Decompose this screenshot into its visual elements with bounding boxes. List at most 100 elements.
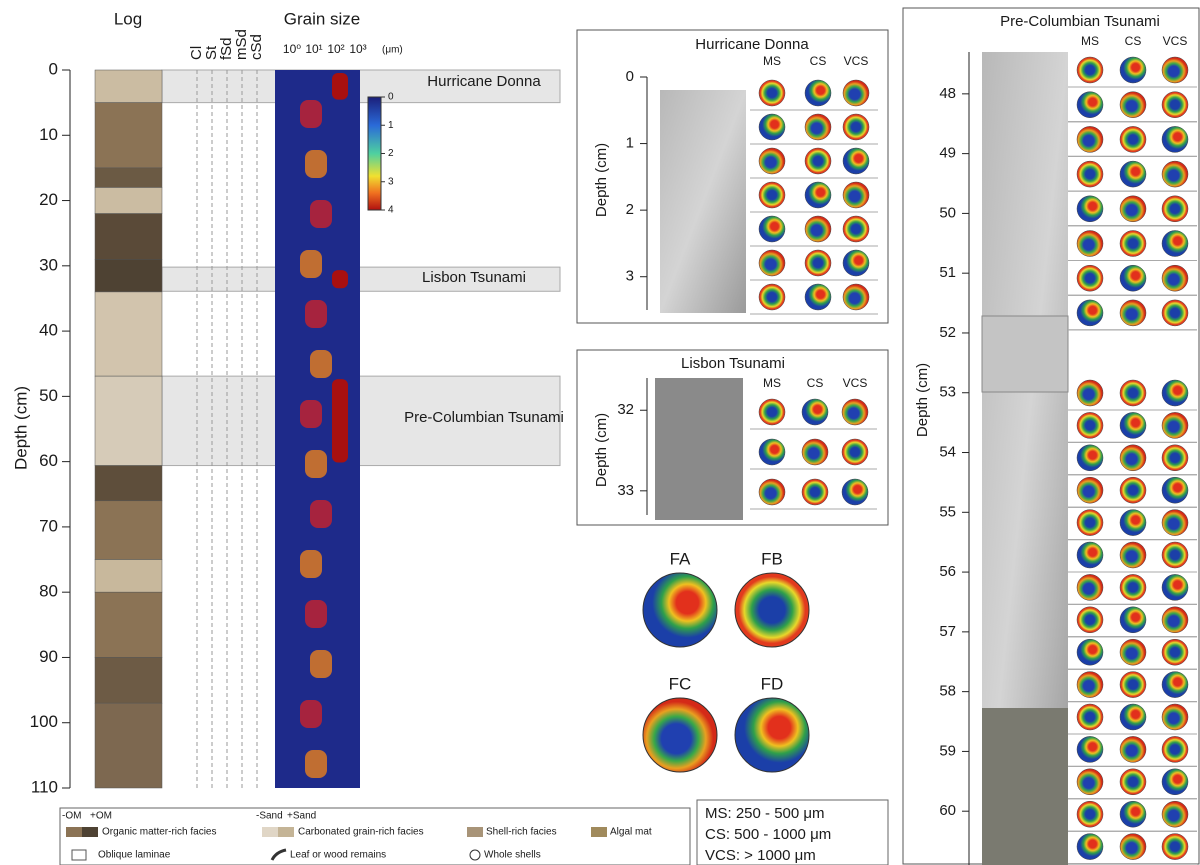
panel-box: [576, 349, 889, 526]
stereonet: [804, 147, 832, 175]
stereonet: [1076, 736, 1104, 763]
colorbar-tick-label: 0: [388, 92, 394, 103]
legend-swatch: [469, 849, 481, 861]
stereonet: [758, 398, 786, 426]
grain-streak: [300, 400, 322, 428]
stereonet: [1076, 264, 1104, 292]
grain-streak: [305, 750, 327, 778]
stereonet: [1161, 195, 1189, 223]
grain-streak: [310, 500, 332, 528]
stereonet: [1076, 671, 1104, 698]
grain-streak: [305, 450, 327, 478]
stereonet: [1161, 56, 1189, 84]
stereonet: [1119, 476, 1147, 504]
y-tick-label: 52: [939, 324, 956, 341]
grain-tick: 10¹: [305, 42, 322, 56]
y-tick-label: 51: [939, 264, 956, 281]
grain-streak: [305, 150, 327, 178]
facies-stereonet: [734, 697, 810, 773]
stereonet: [1161, 541, 1189, 569]
grain-streak: [300, 550, 322, 578]
y-tick-label: 0: [49, 59, 58, 78]
stereonet: [1119, 160, 1147, 188]
event-label: Lisbon Tsunami: [422, 269, 526, 286]
stereonet: [804, 113, 832, 141]
stereonet: [758, 79, 786, 107]
stereonet: [1161, 800, 1189, 828]
stereonet: [804, 283, 832, 311]
stereonet: [1161, 768, 1189, 796]
size-key: CS: 500 - 1000 μm: [705, 826, 831, 843]
stereonet: [1161, 264, 1189, 292]
stereonet: [1076, 160, 1104, 188]
stereonet: [1076, 476, 1104, 504]
texture-label: Cl: [188, 46, 205, 60]
y-tick-label: 40: [39, 321, 58, 340]
stereonet: [758, 249, 786, 277]
stereonet: [1119, 606, 1147, 634]
stereonet: [1161, 299, 1189, 327]
stereonet: [1076, 574, 1104, 601]
colorbar-tick-label: 4: [388, 205, 394, 216]
y-tick-label: 48: [939, 85, 956, 102]
y-tick-label: 54: [939, 443, 956, 460]
stereonet: [1076, 195, 1104, 223]
event-label: Hurricane Donna: [427, 73, 541, 90]
stereonet: [758, 438, 786, 466]
facies-label: FB: [761, 549, 783, 568]
stereonet: [1119, 638, 1147, 666]
legend-text: Leaf or wood remains: [290, 850, 386, 861]
stereonet: [804, 181, 832, 209]
stereonet: [1076, 768, 1104, 796]
event-band: [161, 266, 561, 292]
y-axis-label: Depth (cm): [11, 386, 30, 470]
grain-streak: [300, 250, 322, 278]
y-tick-label: 50: [39, 386, 58, 405]
column-header: MS: [763, 54, 781, 68]
stereonet: [801, 478, 829, 506]
stereonet: [1076, 541, 1104, 569]
panel-title: Pre-Columbian Tsunami: [1000, 13, 1160, 30]
y-tick-label: 53: [939, 384, 956, 401]
texture-label: fSd: [218, 37, 235, 60]
log-unit: [94, 500, 163, 560]
stereonet: [804, 215, 832, 243]
event-label: Pre-Columbian Tsunami: [404, 409, 564, 426]
facies-stereonet: [642, 572, 718, 648]
stereonet: [1161, 444, 1189, 472]
y-axis-label: Depth (cm): [593, 143, 610, 217]
grain-tick: 10⁰: [283, 42, 301, 56]
texture-label: mSd: [233, 29, 250, 60]
log-unit: [94, 102, 163, 169]
legend-text: Algal mat: [610, 827, 652, 838]
legend-text: Whole shells: [484, 850, 541, 861]
stereonet: [842, 147, 870, 175]
y-tick-label: 60: [939, 802, 956, 819]
facies-label: FC: [669, 674, 692, 693]
column-header: MS: [1081, 34, 1099, 48]
y-tick-label: 59: [939, 742, 956, 759]
stereonet: [1161, 703, 1189, 731]
log-unit: [94, 259, 163, 293]
grain-streak: [310, 350, 332, 378]
grain-streak: [310, 200, 332, 228]
y-tick-label: 80: [39, 582, 58, 601]
log-title: Log: [114, 9, 142, 28]
stereonet: [1119, 126, 1147, 153]
panel-title: Lisbon Tsunami: [681, 355, 785, 372]
stereonet: [841, 398, 869, 426]
y-tick-label: 30: [39, 255, 58, 274]
grain-streak: [332, 379, 348, 463]
y-tick-label: 90: [39, 647, 58, 666]
stereonet: [1076, 126, 1104, 153]
stereonet: [758, 113, 786, 141]
event-band: [161, 375, 561, 467]
log-unit: [94, 559, 163, 593]
stereonet: [1119, 195, 1147, 223]
y-tick-label: 55: [939, 503, 956, 520]
y-tick-label: 56: [939, 563, 956, 580]
log-unit: [94, 591, 163, 658]
grain-streak: [332, 270, 348, 289]
log-unit: [94, 69, 163, 103]
stereonet: [1119, 444, 1147, 472]
